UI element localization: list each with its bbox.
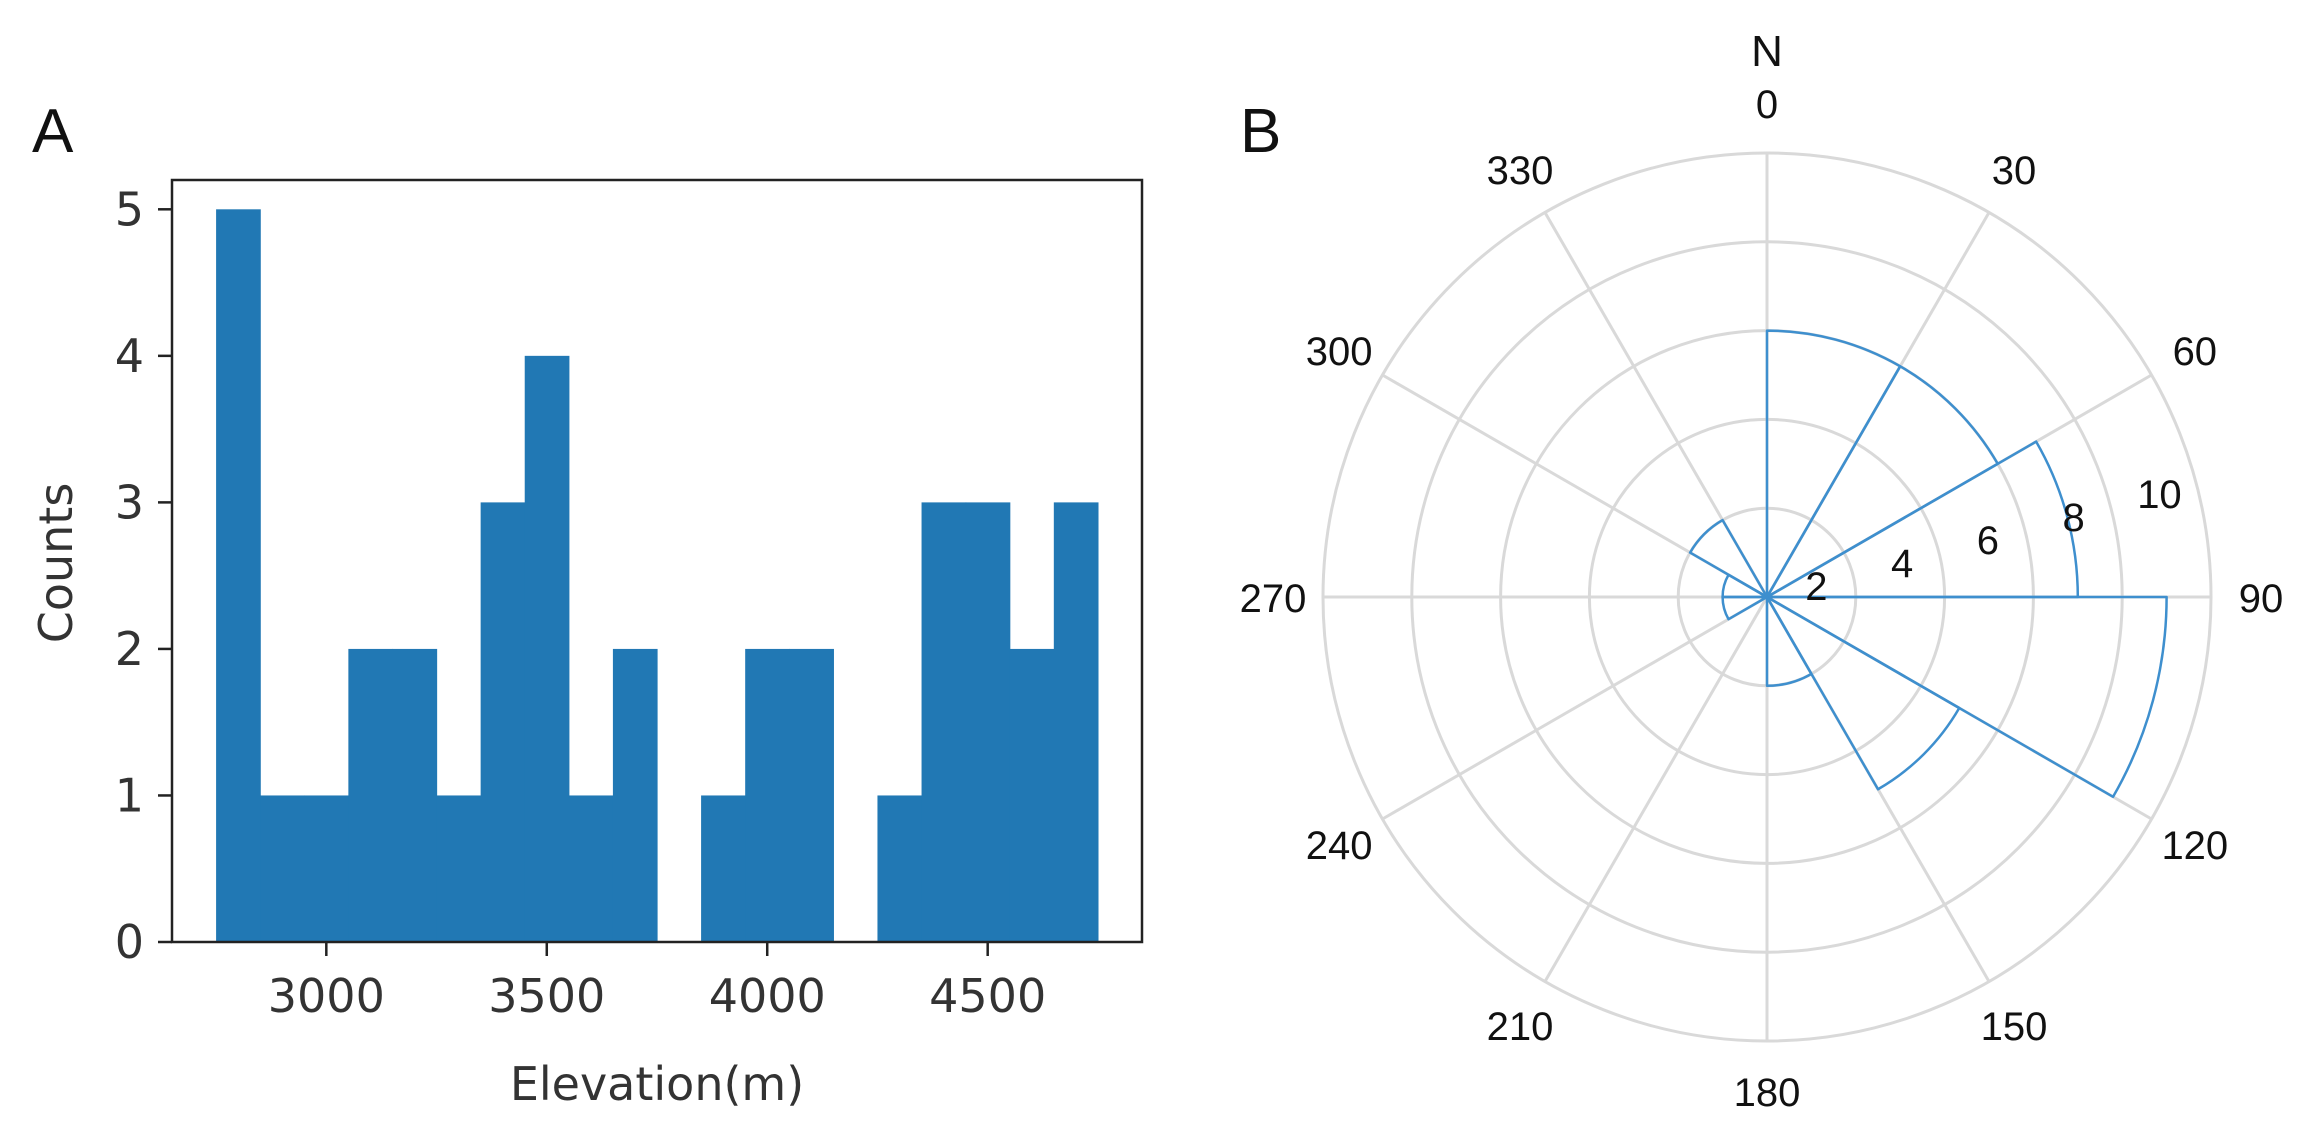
y-tick-label: 5 [115,182,144,236]
histogram-bar [436,795,482,942]
histogram-bar [568,795,614,942]
y-tick-label: 3 [115,475,144,529]
y-tick-label: 4 [115,329,144,383]
y-tick-label: 1 [115,768,144,822]
rose-petal [1765,595,1961,791]
angle-tick-label: 120 [2161,824,2228,868]
rose-petal [1765,595,2168,799]
angle-tick-label: 30 [1992,149,2037,193]
histogram-bar [1053,502,1099,942]
rose-petal [1765,329,1902,599]
histogram-bar [965,502,1011,942]
north-label: N [1751,27,1783,76]
panel-label-b: B [1240,97,1281,166]
radial-tick-label: 8 [2063,496,2085,540]
histogram-bar [216,209,261,943]
radial-tick-label: 4 [1891,542,1913,586]
histogram-panel: A 0 1 2 3 4 5 3000 3500 4000 4500 Elevation(m) Co… [29,97,1144,1111]
angle-tick-label: 270 [1240,577,1307,621]
radial-tick-label: 6 [1977,519,1999,563]
histogram-bar [304,795,349,942]
angle-tick-label: 210 [1487,1005,1554,1049]
y-tick-label: 0 [115,915,144,969]
x-tick-label: 4500 [929,969,1046,1023]
histogram-bar [392,648,438,942]
angle-tick-label: 240 [1306,824,1373,868]
angle-tick-label: 150 [1981,1005,2048,1049]
angular-gridline [1381,595,1768,821]
y-axis-label: Counts [29,483,83,644]
x-tick-label: 3000 [268,969,385,1023]
histogram-bar [877,795,923,942]
histogram-bars [216,209,1099,943]
panel-label-a: A [32,97,74,166]
histogram-bar [701,795,746,942]
x-tick-label: 4000 [709,969,826,1023]
histogram-ticks: 0 1 2 3 4 5 3000 3500 4000 4500 [115,182,1047,1023]
rose-panel: B 0306090120150180210240270300330246810 … [1240,27,2284,1115]
histogram-bar [612,648,658,942]
histogram-bar [260,795,305,942]
radial-tick-label: 10 [2137,473,2182,517]
rose-petal [1765,440,2080,599]
rose-labels: 0 30 60 90 120 150 180 210 240 270 300 330 2 4 6 8 10 [1240,83,2284,1115]
rose-petal [1688,518,1769,599]
histogram-bar [789,648,834,942]
histogram-bar [480,502,526,942]
angle-tick-label: 0 [1756,83,1778,127]
histogram-bar [348,648,394,942]
angle-tick-label: 90 [2239,577,2284,621]
rose-petal [1765,365,1999,599]
radial-tick-label: 2 [1805,565,1827,609]
y-tick-label: 2 [115,622,144,676]
angle-tick-label: 60 [2173,330,2218,374]
rose-petals [1688,329,2168,799]
angle-tick-label: 180 [1734,1071,1801,1115]
histogram-bar [1009,648,1055,942]
rose-petal [1765,595,1813,688]
histogram-frame [170,178,1144,944]
angle-tick-label: 330 [1487,149,1554,193]
angular-gridline [1543,596,1769,983]
histogram-bar [921,502,967,942]
histogram-bar [745,648,790,942]
angle-tick-label: 300 [1306,330,1373,374]
x-tick-label: 3500 [488,969,605,1023]
x-axis-label: Elevation(m) [510,1057,804,1111]
histogram-bar [524,355,570,942]
